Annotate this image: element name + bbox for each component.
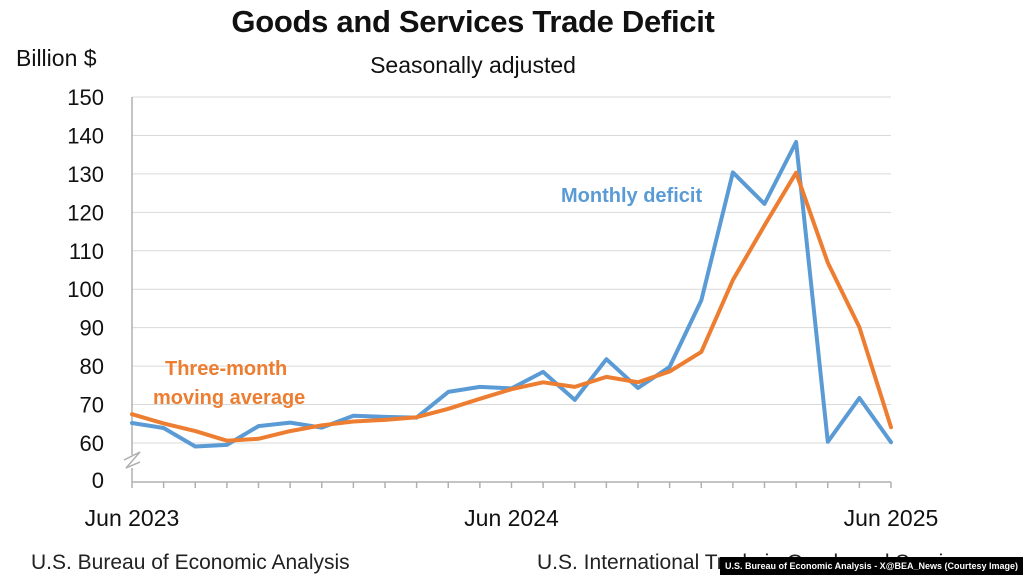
gridlines <box>132 96 891 444</box>
series-lines <box>130 140 893 449</box>
footer-source-left: U.S. Bureau of Economic Analysis <box>31 551 350 574</box>
moving-average-line <box>130 170 893 443</box>
y-tick-label: 150 <box>67 85 104 110</box>
axis-break-mark <box>123 451 141 469</box>
chart-title: Goods and Services Trade Deficit <box>231 4 715 39</box>
y-tick-label: 80 <box>80 354 104 379</box>
moving-average-annotation-line2: moving average <box>153 387 305 409</box>
y-tick-label: 70 <box>80 393 104 418</box>
x-tick-label: Jun 2023 <box>85 505 180 531</box>
y-tick-label: 120 <box>67 200 104 225</box>
y-tick-label: 140 <box>67 123 104 148</box>
y-tick-label: 110 <box>69 239 104 264</box>
y-tick-label: 100 <box>67 277 104 302</box>
y-tick-label: 90 <box>80 316 104 341</box>
image-credit: U.S. Bureau of Economic Analysis - X@BEA… <box>719 557 1023 575</box>
x-tick-label: Jun 2024 <box>464 505 559 531</box>
y-tick-label: 130 <box>67 162 104 187</box>
y-tick-label: 0 <box>92 468 104 493</box>
tick-labels: 0 60 70 80 90 100 110 120 130 140 150 Jun 2023 Jun 2… <box>67 85 938 531</box>
axes <box>123 97 892 488</box>
y-axis-unit-label: Billion $ <box>16 45 97 71</box>
moving-average-annotation-line1: Three-month <box>165 358 287 380</box>
y-tick-label: 60 <box>80 431 104 456</box>
x-tick-label: Jun 2025 <box>844 505 939 531</box>
chart-subtitle: Seasonally adjusted <box>370 52 576 78</box>
monthly-deficit-annotation: Monthly deficit <box>561 185 702 207</box>
